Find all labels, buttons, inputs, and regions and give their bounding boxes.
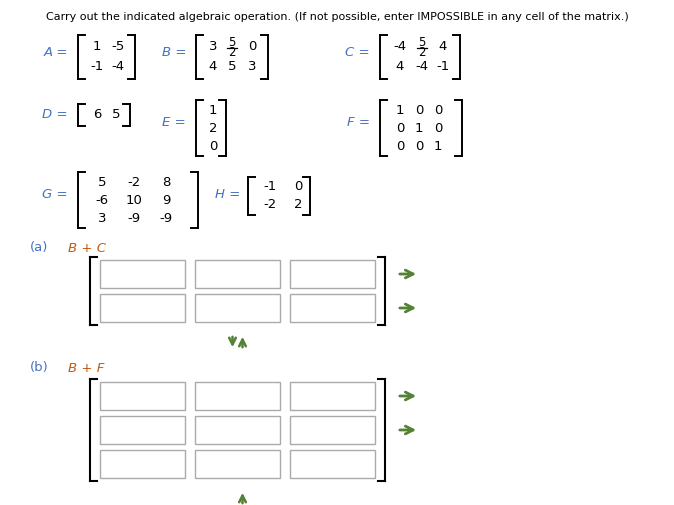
- Bar: [195, 450, 280, 478]
- Text: 5: 5: [98, 176, 106, 188]
- Bar: [100, 450, 185, 478]
- Text: -6: -6: [96, 193, 109, 207]
- Text: 10: 10: [125, 193, 142, 207]
- Bar: [195, 294, 280, 322]
- Text: B + F: B + F: [68, 362, 104, 375]
- Text: 9: 9: [162, 193, 171, 207]
- Text: F =: F =: [347, 117, 370, 129]
- Text: 1: 1: [93, 40, 101, 54]
- Text: 5: 5: [228, 36, 236, 49]
- Text: 1: 1: [209, 104, 217, 117]
- Bar: [100, 294, 185, 322]
- Bar: [100, 260, 185, 288]
- Text: B + C: B + C: [68, 241, 106, 255]
- Text: B =: B =: [162, 45, 186, 59]
- Text: 5: 5: [112, 109, 120, 122]
- Text: Carry out the indicated algebraic operation. (If not possible, enter IMPOSSIBLE : Carry out the indicated algebraic operat…: [46, 12, 628, 22]
- Text: E =: E =: [162, 117, 186, 129]
- Text: 0: 0: [248, 40, 256, 54]
- Text: 3: 3: [209, 40, 217, 54]
- Text: (b): (b): [30, 362, 49, 375]
- Bar: [290, 450, 375, 478]
- Text: -2: -2: [264, 198, 276, 212]
- Text: -9: -9: [127, 212, 141, 225]
- Text: 1: 1: [415, 122, 423, 134]
- Bar: [100, 382, 185, 410]
- Text: D =: D =: [42, 109, 68, 122]
- Text: 4: 4: [396, 61, 404, 74]
- Text: 2: 2: [419, 46, 426, 59]
- Text: -2: -2: [127, 176, 141, 188]
- Text: H =: H =: [214, 188, 240, 201]
- Text: 2: 2: [228, 46, 236, 59]
- Text: (a): (a): [30, 241, 49, 255]
- Text: -9: -9: [160, 212, 173, 225]
- Bar: [195, 382, 280, 410]
- Bar: [100, 416, 185, 444]
- Text: 0: 0: [294, 180, 302, 193]
- Text: A =: A =: [44, 45, 68, 59]
- Text: 5: 5: [419, 36, 426, 49]
- Text: -4: -4: [415, 61, 429, 74]
- Text: 5: 5: [228, 61, 237, 74]
- Bar: [195, 416, 280, 444]
- Bar: [195, 260, 280, 288]
- Text: 4: 4: [439, 40, 447, 54]
- Text: 4: 4: [209, 61, 217, 74]
- Text: G =: G =: [42, 188, 68, 201]
- Text: 0: 0: [396, 139, 404, 153]
- Text: 0: 0: [396, 122, 404, 134]
- Text: 6: 6: [93, 109, 101, 122]
- Text: 0: 0: [434, 122, 442, 134]
- Bar: [290, 260, 375, 288]
- Bar: [290, 416, 375, 444]
- Text: -5: -5: [111, 40, 125, 54]
- Text: -4: -4: [394, 40, 406, 54]
- Text: 1: 1: [396, 104, 404, 117]
- Text: 1: 1: [434, 139, 442, 153]
- Bar: [290, 382, 375, 410]
- Text: 2: 2: [294, 198, 302, 212]
- Text: -1: -1: [90, 61, 104, 74]
- Text: 0: 0: [434, 104, 442, 117]
- Text: 3: 3: [98, 212, 106, 225]
- Text: 0: 0: [209, 139, 217, 153]
- Text: C =: C =: [345, 45, 370, 59]
- Text: 8: 8: [162, 176, 171, 188]
- Bar: [290, 294, 375, 322]
- Text: 2: 2: [209, 122, 217, 134]
- Text: -4: -4: [111, 61, 125, 74]
- Text: -1: -1: [436, 61, 450, 74]
- Text: 0: 0: [415, 139, 423, 153]
- Text: 3: 3: [248, 61, 256, 74]
- Text: 0: 0: [415, 104, 423, 117]
- Text: -1: -1: [264, 180, 276, 193]
